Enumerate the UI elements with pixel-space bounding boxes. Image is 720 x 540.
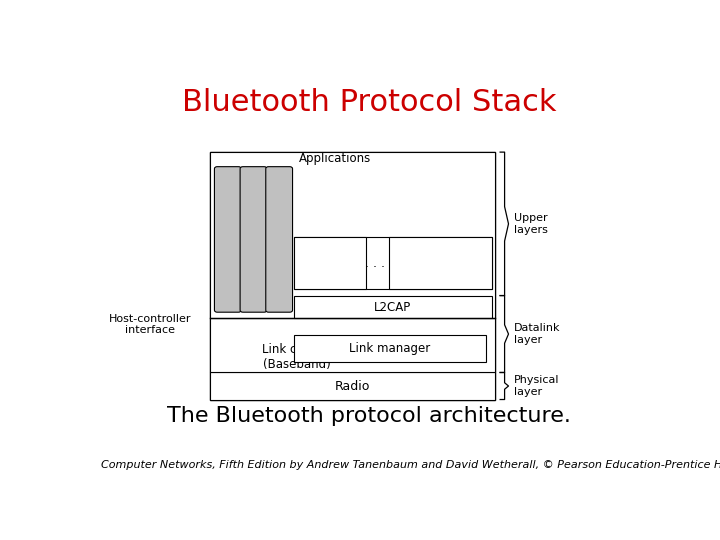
Text: Bluetooth Protocol Stack: Bluetooth Protocol Stack [181,87,557,117]
Text: Link control
(Baseband): Link control (Baseband) [262,343,331,370]
Text: Host-controller
interface: Host-controller interface [109,314,192,335]
FancyBboxPatch shape [266,167,292,312]
Text: Computer Networks, Fifth Edition by Andrew Tanenbaum and David Wetherall, © Pear: Computer Networks, Fifth Edition by Andr… [101,460,720,470]
Bar [210,373,495,400]
Bar [294,238,492,289]
Text: Service
discovery: Service discovery [412,249,469,278]
Text: Physical
layer: Physical layer [514,375,559,397]
Text: Applications: Applications [300,152,372,165]
Text: Profile: Profile [248,223,258,256]
Bar [210,319,495,373]
Text: Link manager: Link manager [349,342,431,355]
Text: Datalink
layer: Datalink layer [514,323,561,345]
Bar [389,238,492,289]
Text: Profile: Profile [222,223,233,256]
Text: Radio: Radio [335,380,370,393]
Text: Profile: Profile [274,223,284,256]
Text: RFcomm: RFcomm [305,257,356,270]
FancyBboxPatch shape [215,167,241,312]
Bar [210,152,495,400]
Bar [294,238,366,289]
Text: Upper
layers: Upper layers [514,213,548,235]
Bar [294,295,492,319]
Bar [210,152,495,319]
FancyBboxPatch shape [240,167,267,312]
Text: The Bluetooth protocol architecture.: The Bluetooth protocol architecture. [167,406,571,426]
Text: L2CAP: L2CAP [374,300,411,314]
Text: . . .: . . . [364,257,384,270]
Bar [294,335,486,362]
